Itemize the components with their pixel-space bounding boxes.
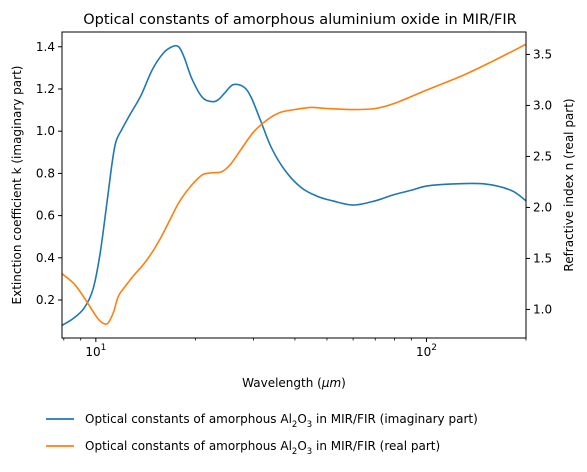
y-left-tick-label: 1.4 [36, 40, 55, 54]
y-axis-left-label: Extinction coefficient k (imaginary part… [10, 66, 24, 305]
y-right-tick-label: 3.0 [533, 98, 552, 112]
x-axis-label: Wavelength (μm) [242, 376, 346, 390]
y-axis-left: 0.2 0.4 0.6 0.8 1.0 1.2 1.4 [36, 40, 62, 307]
x-tick-label: 102 [416, 343, 437, 359]
y-right-tick-label: 1.0 [533, 302, 552, 316]
series-line-real [62, 43, 526, 325]
legend-label: Optical constants of amorphous Al2O3 in … [85, 439, 440, 457]
y-left-tick-label: 0.6 [36, 209, 55, 223]
y-right-tick-label: 2.0 [533, 200, 552, 214]
legend: Optical constants of amorphous Al2O3 in … [46, 412, 478, 457]
chart-title: Optical constants of amorphous aluminium… [83, 12, 517, 28]
y-right-tick-label: 1.5 [533, 251, 552, 265]
legend-label: Optical constants of amorphous Al2O3 in … [85, 412, 478, 430]
plot-frame [61, 31, 527, 339]
y-left-tick-label: 0.4 [36, 251, 55, 265]
y-axis-right: 1.0 1.5 2.0 2.5 3.0 3.5 [526, 47, 552, 316]
y-axis-right-label: Refractive index n (real part) [562, 98, 576, 271]
x-axis: 101 102 [63, 338, 527, 359]
y-right-tick-label: 3.5 [533, 47, 552, 61]
y-left-tick-label: 0.2 [36, 293, 55, 307]
series-layer [62, 43, 526, 327]
y-right-tick-label: 2.5 [533, 149, 552, 163]
x-tick-label: 101 [85, 343, 106, 359]
series-line-imaginary [62, 44, 526, 327]
y-left-tick-label: 1.2 [36, 82, 55, 96]
y-left-tick-label: 0.8 [36, 166, 55, 180]
y-left-tick-label: 1.0 [36, 124, 55, 138]
